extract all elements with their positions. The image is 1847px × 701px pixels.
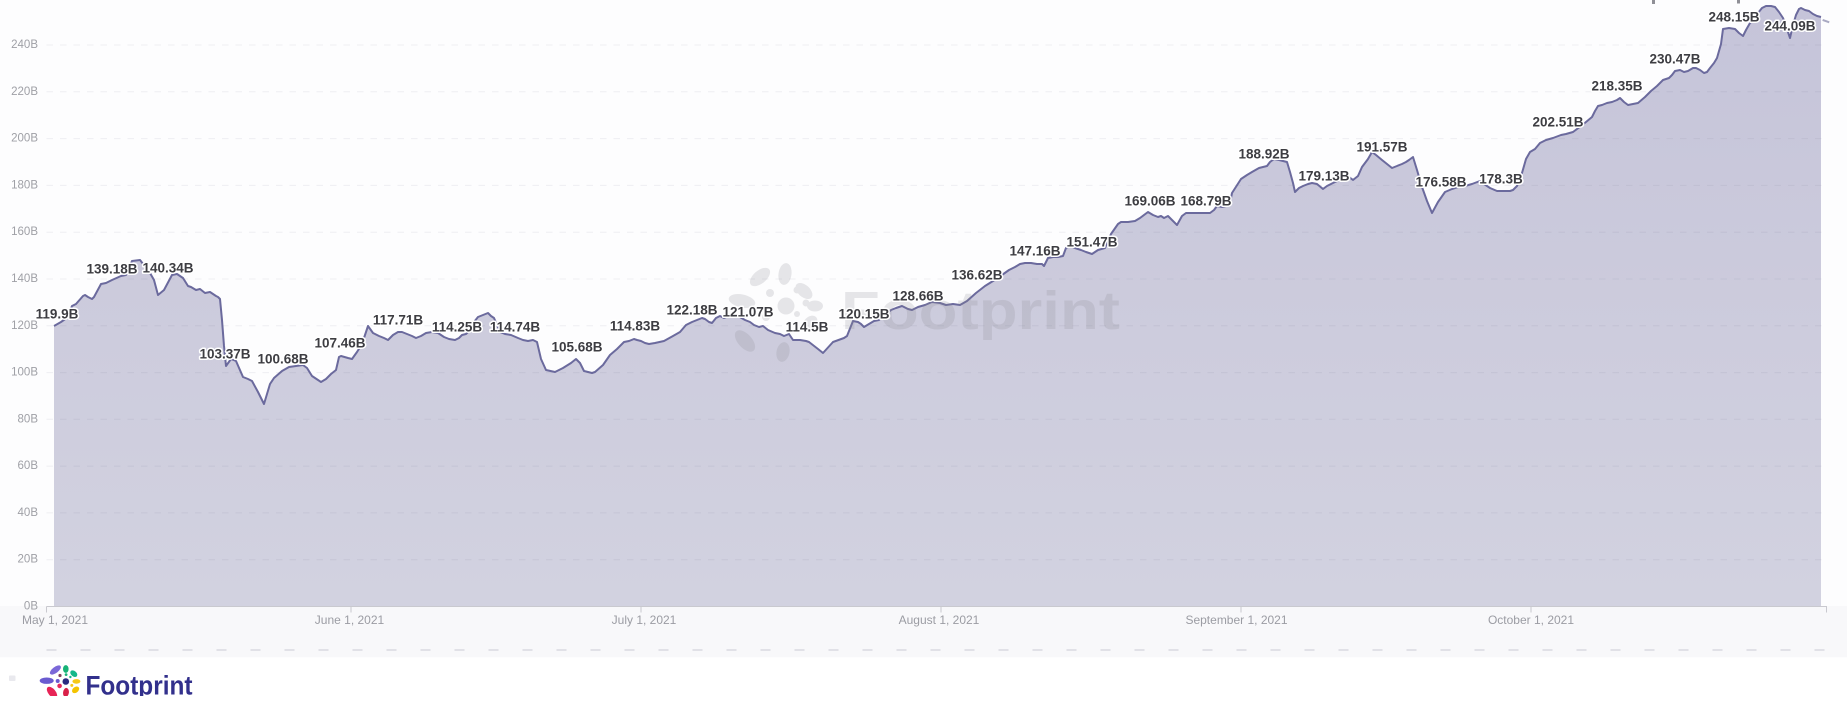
svg-text:114.25B: 114.25B <box>432 320 483 335</box>
svg-text:114.83B: 114.83B <box>610 319 661 334</box>
svg-text:120.15B: 120.15B <box>838 307 889 322</box>
svg-text:103.37B: 103.37B <box>199 347 250 362</box>
svg-text:179.13B: 179.13B <box>1298 169 1349 184</box>
svg-text:180B: 180B <box>11 179 38 191</box>
svg-text:230.47B: 230.47B <box>1649 52 1700 67</box>
svg-text:122.18B: 122.18B <box>666 303 717 318</box>
svg-text:160B: 160B <box>11 226 38 238</box>
svg-text:120B: 120B <box>11 320 38 332</box>
svg-text:September 1, 2021: September 1, 2021 <box>1185 613 1287 627</box>
svg-text:0B: 0B <box>24 601 38 613</box>
svg-text:100.68B: 100.68B <box>257 352 308 367</box>
svg-text:117.71B: 117.71B <box>373 313 424 328</box>
svg-text:Footprint: Footprint <box>86 671 193 697</box>
svg-text:107.46B: 107.46B <box>314 336 365 351</box>
svg-text:200B: 200B <box>11 133 38 145</box>
svg-text:202.51B: 202.51B <box>1532 115 1583 130</box>
svg-text:220B: 220B <box>11 86 38 98</box>
svg-text:244.09B: 244.09B <box>1764 19 1815 34</box>
svg-text:140.34B: 140.34B <box>142 261 193 276</box>
svg-text:136.62B: 136.62B <box>951 268 1002 283</box>
svg-text:240B: 240B <box>11 39 38 51</box>
svg-text:August 1, 2021: August 1, 2021 <box>899 613 980 627</box>
svg-text:114.74B: 114.74B <box>490 320 541 335</box>
svg-text:147.16B: 147.16B <box>1009 244 1060 259</box>
svg-text:July 1, 2021: July 1, 2021 <box>612 613 677 627</box>
svg-text:151.47B: 151.47B <box>1066 235 1117 250</box>
svg-text:60B: 60B <box>18 460 39 472</box>
svg-text:May 1, 2021: May 1, 2021 <box>22 613 88 627</box>
svg-text:114.5B: 114.5B <box>786 320 829 335</box>
svg-text:140B: 140B <box>11 273 38 285</box>
svg-text:139.18B: 139.18B <box>86 262 137 277</box>
svg-text:188.92B: 188.92B <box>1238 147 1289 162</box>
svg-text:June 1, 2021: June 1, 2021 <box>315 613 385 627</box>
svg-text:Footprint: Footprint <box>841 281 1120 341</box>
svg-text:100B: 100B <box>11 367 38 379</box>
svg-text:218.35B: 218.35B <box>1591 79 1642 94</box>
svg-text:119.9B: 119.9B <box>36 307 79 322</box>
svg-text:40B: 40B <box>18 507 39 519</box>
svg-text:176.58B: 176.58B <box>1415 175 1466 190</box>
svg-text:80B: 80B <box>18 413 39 425</box>
svg-text:128.66B: 128.66B <box>892 289 943 304</box>
svg-text:121.07B: 121.07B <box>722 305 773 320</box>
svg-text:20B: 20B <box>18 554 39 566</box>
svg-text:105.68B: 105.68B <box>551 340 602 355</box>
svg-text:191.57B: 191.57B <box>1356 140 1407 155</box>
svg-text:October 1, 2021: October 1, 2021 <box>1488 613 1574 627</box>
svg-text:168.79B: 168.79B <box>1180 194 1231 209</box>
svg-text:248.15B: 248.15B <box>1708 10 1759 25</box>
svg-text:178.3B: 178.3B <box>1479 172 1523 187</box>
svg-text:169.06B: 169.06B <box>1124 194 1175 209</box>
